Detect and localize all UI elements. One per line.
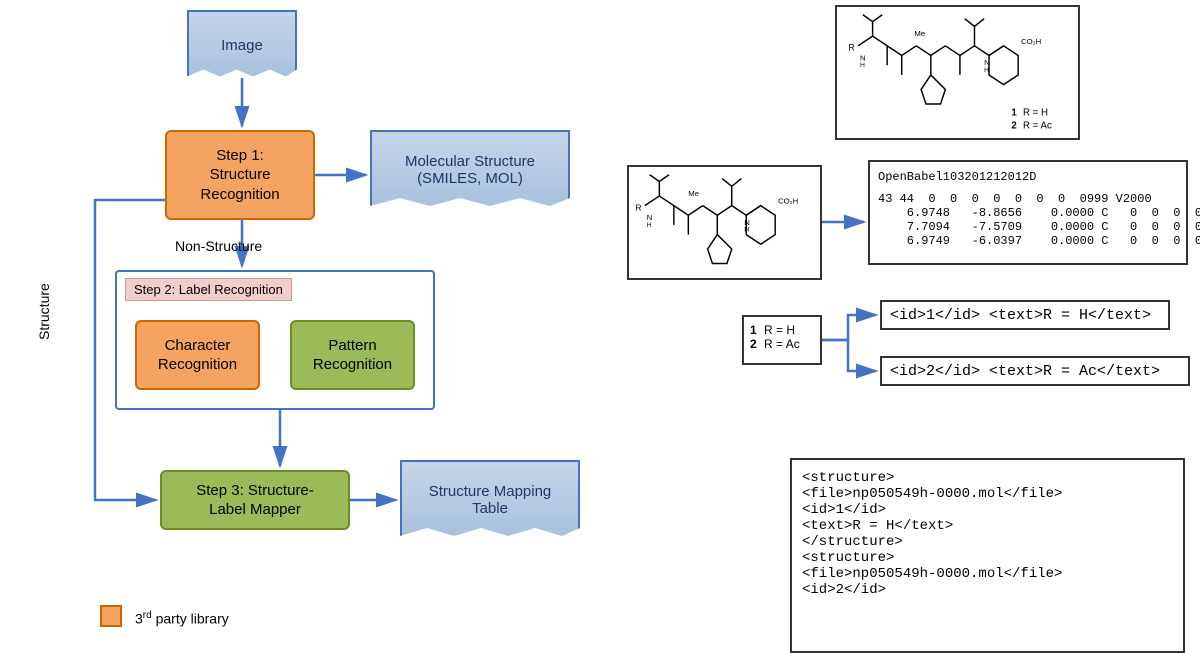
xml-line-0: <structure> (802, 470, 1173, 486)
molfile-atom-0: 6.9748 -8.8656 0.0000 C 0 0 0 0 (878, 206, 1178, 220)
legend-swatch (100, 605, 122, 627)
node-image: Image (187, 10, 297, 80)
chem-svg-top: R N H Me N H CO₂H 1 R = H 2 R = Ac (837, 7, 1078, 138)
xml-row-0-text: <id>1</id> <text>R = H</text> (890, 307, 1151, 324)
svg-text:CO₂H: CO₂H (1021, 37, 1041, 46)
xml-line-1: <file>np050549h-0000.mol</file> (802, 486, 1173, 502)
node-molecular-structure: Molecular Structure (SMILES, MOL) (370, 130, 570, 210)
node-molstruct-label: Molecular Structure (SMILES, MOL) (405, 153, 535, 187)
step2-title: Step 2: Label Recognition (125, 278, 292, 301)
svg-text:N: N (647, 213, 653, 222)
node-image-label: Image (221, 37, 263, 54)
node-step1: Step 1: Structure Recognition (165, 130, 315, 220)
svg-text:N: N (860, 53, 866, 62)
svg-text:R: R (635, 202, 641, 212)
structure-edge-label: Structure (36, 283, 52, 340)
molfile-counts: 43 44 0 0 0 0 0 0 0 0999 V2000 (878, 192, 1178, 206)
xml-row-1: <id>2</id> <text>R = Ac</text> (880, 356, 1190, 386)
r-table-row-1: 2 R = Ac (750, 337, 814, 351)
xml-block: <structure> <file>np050549h-0000.mol</fi… (790, 458, 1185, 653)
svg-text:H: H (860, 62, 865, 69)
svg-text:2: 2 (1011, 120, 1016, 131)
svg-text:R = H: R = H (1023, 108, 1048, 119)
chem-svg-mid: R N H Me N H CO₂H (629, 167, 820, 278)
xml-line-7: <id>2</id> (802, 582, 1173, 598)
xml-row-0: <id>1</id> <text>R = H</text> (880, 300, 1170, 330)
node-char-rec-label: Character Recognition (158, 336, 237, 375)
non-structure-label: Non-Structure (175, 238, 262, 254)
molfile-header: OpenBabel103201212012D (878, 170, 1178, 184)
legend-text: 3rd party library (135, 610, 229, 627)
node-maptable-label: Structure Mapping Table (429, 483, 552, 517)
xml-row-1-text: <id>2</id> <text>R = Ac</text> (890, 363, 1160, 380)
svg-text:R = Ac: R = Ac (1023, 120, 1052, 131)
svg-text:CO₂H: CO₂H (778, 197, 798, 206)
xml-line-6: <file>np050549h-0000.mol</file> (802, 566, 1173, 582)
node-mapping-table: Structure Mapping Table (400, 460, 580, 540)
node-char-recognition: Character Recognition (135, 320, 260, 390)
xml-line-2: <id>1</id> (802, 502, 1173, 518)
molfile-atom-2: 6.9749 -6.0397 0.0000 C 0 0 0 0 (878, 234, 1178, 248)
node-pattern-recognition: Pattern Recognition (290, 320, 415, 390)
r-table-row-0: 1 R = H (750, 323, 814, 337)
xml-line-4: </structure> (802, 534, 1173, 550)
molfile-atom-1: 7.7094 -7.5709 0.0000 C 0 0 0 0 (878, 220, 1178, 234)
xml-line-3: <text>R = H</text> (802, 518, 1173, 534)
node-pattern-rec-label: Pattern Recognition (313, 336, 392, 375)
svg-text:R: R (848, 43, 854, 53)
r-table: 1 R = H 2 R = Ac (742, 315, 822, 365)
molfile-box: OpenBabel103201212012D 43 44 0 0 0 0 0 0… (868, 160, 1188, 265)
svg-text:H: H (647, 222, 652, 229)
chem-structure-mid: R N H Me N H CO₂H (627, 165, 822, 280)
node-step3-label: Step 3: Structure- Label Mapper (196, 481, 314, 520)
node-step3: Step 3: Structure- Label Mapper (160, 470, 350, 530)
node-step1-label: Step 1: Structure Recognition (200, 146, 279, 205)
svg-text:1: 1 (1011, 108, 1017, 119)
svg-text:Me: Me (914, 29, 925, 38)
xml-line-5: <structure> (802, 550, 1173, 566)
svg-text:N: N (744, 218, 750, 227)
chem-structure-top: R N H Me N H CO₂H 1 R = H 2 R = Ac (835, 5, 1080, 140)
svg-text:Me: Me (688, 189, 699, 198)
